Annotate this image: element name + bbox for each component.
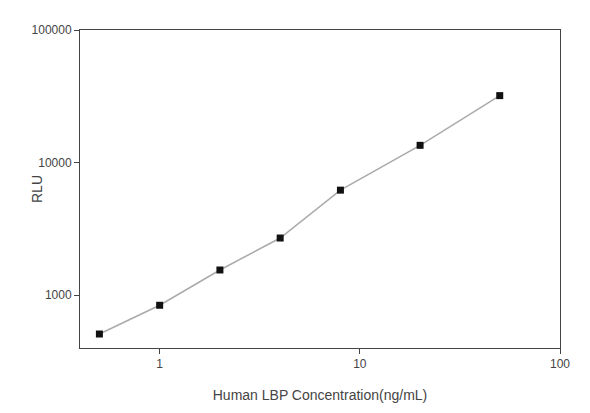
svg-text:10: 10 xyxy=(353,357,367,371)
svg-text:10000: 10000 xyxy=(38,156,72,170)
svg-text:RLU: RLU xyxy=(29,175,45,203)
svg-text:1: 1 xyxy=(156,357,163,371)
svg-text:100000: 100000 xyxy=(32,23,72,37)
svg-text:Human LBP Concentration(ng/mL): Human LBP Concentration(ng/mL) xyxy=(213,387,428,403)
svg-text:1000: 1000 xyxy=(45,288,72,302)
svg-text:100: 100 xyxy=(550,357,570,371)
